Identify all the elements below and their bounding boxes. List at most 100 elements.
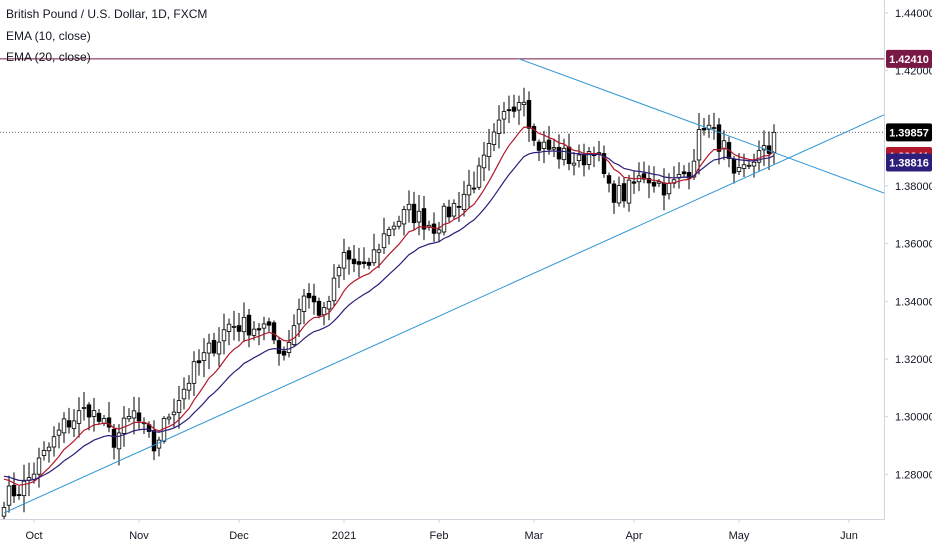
candle-body (366, 261, 372, 266)
candle-body (586, 151, 592, 165)
legend-ema10[interactable]: EMA (10, close) (6, 28, 91, 43)
candle-body (61, 418, 67, 434)
candle-body (561, 147, 567, 161)
candle-body (71, 420, 77, 429)
x-tick-label: Oct (25, 530, 42, 542)
candle-body (291, 325, 297, 346)
candle-body (286, 342, 292, 353)
candle-body (486, 143, 492, 157)
candle-body (416, 210, 422, 223)
candle-body (251, 328, 257, 336)
candle-body (356, 261, 362, 265)
candle-body (226, 323, 232, 332)
candle-body (306, 293, 312, 299)
candle-body (741, 164, 747, 169)
candle-body (771, 131, 777, 153)
candle-body (36, 457, 42, 475)
candle-body (256, 328, 262, 331)
candle-body (631, 181, 637, 184)
candle-body (66, 420, 72, 428)
candle-body (606, 175, 612, 184)
candle-body (736, 167, 742, 172)
candle-body (261, 323, 267, 329)
falling-resistance-trendline (518, 58, 884, 194)
candle-body (446, 206, 452, 218)
legend-symbol[interactable]: British Pound / U.S. Dollar, 1D, FXCM (6, 7, 208, 21)
candle-body (536, 141, 542, 151)
price-tag-label: 1.42410 (889, 54, 929, 66)
candle-body (131, 410, 137, 419)
candle-body (46, 446, 52, 452)
y-tick-label: 1.32000 (895, 354, 932, 366)
candle-body (201, 352, 207, 361)
candle-body (626, 179, 632, 204)
candle-body (516, 102, 522, 111)
candle-body (331, 277, 337, 302)
candle-body (341, 252, 347, 269)
candle-body (301, 295, 307, 312)
candle-body (511, 106, 517, 112)
candle-body (21, 480, 27, 497)
y-tick-label: 1.28000 (895, 469, 932, 481)
candle-body (406, 203, 412, 211)
candle-body (651, 182, 657, 187)
candle-body (236, 325, 242, 332)
candle-body (556, 146, 562, 160)
candle-body (646, 178, 652, 184)
candle-body (241, 316, 247, 333)
candle-body (481, 154, 487, 169)
candle-body (381, 233, 387, 249)
candle-body (346, 250, 352, 260)
candle-body (456, 205, 462, 208)
candle-body (351, 258, 357, 265)
candle-body (41, 450, 47, 456)
candle-body (616, 185, 622, 204)
candle-body (186, 382, 192, 391)
candle-body (171, 411, 177, 416)
candle-body (391, 225, 397, 230)
x-tick-label: Nov (129, 530, 149, 542)
candle-body (691, 160, 697, 178)
candle-body (491, 131, 497, 145)
x-tick-label: Mar (525, 530, 544, 542)
legend-ema20[interactable]: EMA (20, close) (6, 50, 91, 64)
x-tick-label: Apr (625, 530, 642, 542)
plot-pane (0, 58, 884, 519)
candle-body (156, 439, 162, 449)
candle-body (716, 124, 722, 152)
candle-body (551, 147, 557, 150)
x-tick-label: 2021 (332, 530, 356, 542)
candle-body (601, 153, 607, 175)
candle-body (436, 229, 442, 234)
candle-body (231, 325, 237, 328)
candle-body (441, 205, 447, 233)
candle-body (711, 127, 717, 129)
candle-body (466, 184, 472, 196)
candle-body (401, 209, 407, 225)
legend: British Pound / U.S. Dollar, 1D, FXCM EM… (6, 4, 207, 69)
candle-body (411, 203, 417, 224)
ema10-line (3, 126, 775, 486)
price-tag-label: 1.39857 (889, 127, 929, 139)
candle-body (451, 203, 457, 217)
candle-body (656, 181, 662, 184)
candle-body (666, 183, 672, 195)
candle-body (166, 416, 172, 420)
x-tick-label: Jun (840, 530, 858, 542)
price-tag-bg (886, 123, 932, 142)
rising-support-trendline (3, 114, 884, 514)
candle-body (296, 308, 302, 325)
x-tick-label: Dec (229, 530, 249, 542)
candle-body (81, 407, 87, 409)
candle-body (86, 404, 92, 418)
candle-body (211, 339, 217, 354)
candle-body (681, 171, 687, 175)
candle-body (766, 145, 772, 154)
candle-body (126, 416, 132, 420)
candle-body (106, 417, 112, 428)
y-tick-label: 1.38000 (895, 181, 932, 193)
y-tick-label: 1.44000 (895, 8, 932, 20)
candle-body (756, 150, 762, 163)
candle-body (56, 429, 62, 436)
